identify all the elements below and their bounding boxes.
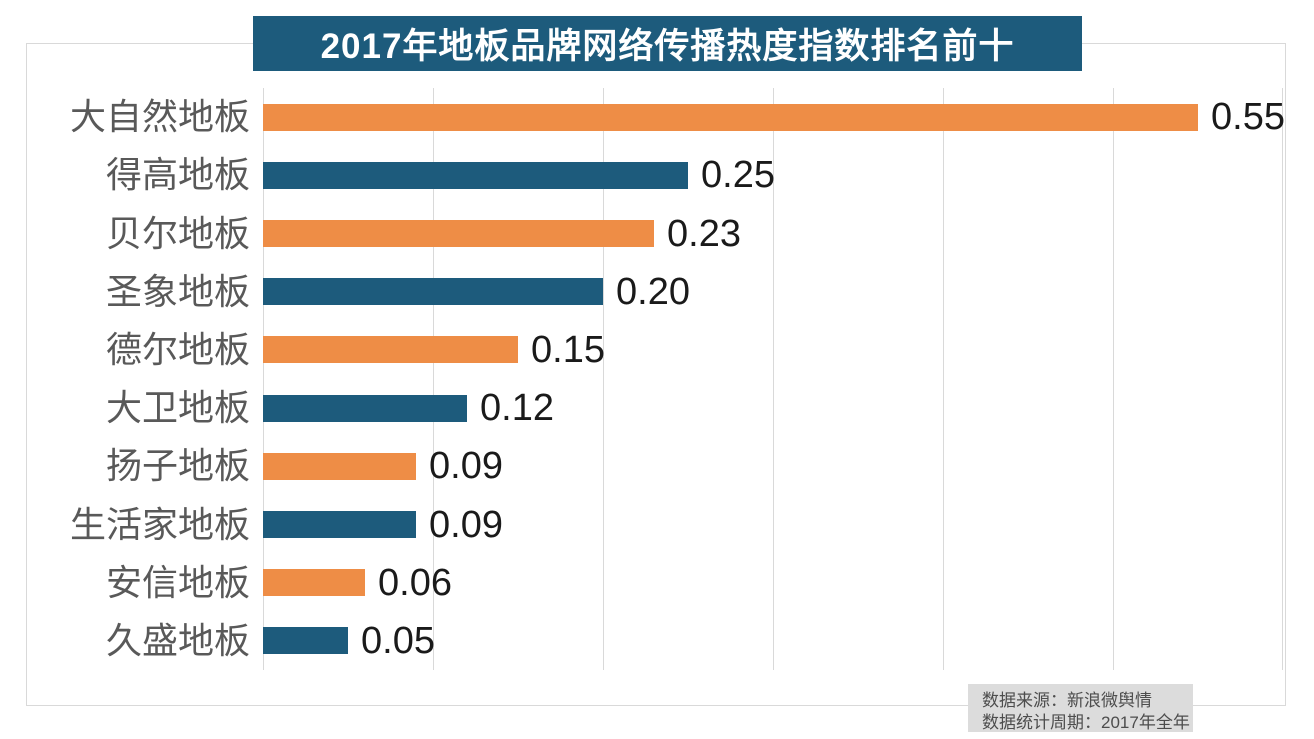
category-label: 安信地板 <box>105 561 250 603</box>
bar-value-label: 0.09 <box>429 445 503 488</box>
gridline <box>1282 88 1283 670</box>
bar-rows: 0.55 0.25 0.23 0.20 0.15 0.12 0.09 0.09 0.06 0.05 <box>263 88 1285 670</box>
source-note: 数据来源：新浪微舆情 数据统计周期：2017年全年 <box>968 684 1193 732</box>
bar-value-label: 0.23 <box>667 212 741 255</box>
bar <box>263 103 1198 131</box>
bar <box>263 161 688 189</box>
bar <box>263 627 348 655</box>
bar-row: 0.20 <box>263 263 1283 321</box>
gridline <box>773 88 774 670</box>
source-note-line1: 数据来源：新浪微舆情 <box>982 691 1152 710</box>
bar <box>263 278 603 306</box>
bar <box>263 511 416 539</box>
source-note-line2: 数据统计周期：2017年全年 <box>982 713 1190 733</box>
category-label: 得高地板 <box>105 154 250 196</box>
bar-row: 0.23 <box>263 204 1283 262</box>
bar <box>263 336 518 364</box>
plot-area: 0.55 0.25 0.23 0.20 0.15 0.12 0.09 0.09 0.06 0.05 <box>263 88 1285 670</box>
bar-value-label: 0.15 <box>531 328 605 371</box>
bar <box>263 394 467 422</box>
chart-frame <box>26 43 1286 706</box>
bar-value-label: 0.12 <box>480 387 554 430</box>
category-label: 大自然地板 <box>69 96 250 138</box>
bar-row: 0.05 <box>263 612 1283 670</box>
gridline <box>942 88 944 670</box>
gridline <box>263 88 264 670</box>
chart-title: 2017年地板品牌网络传播热度指数排名前十 <box>253 16 1082 71</box>
category-label: 大卫地板 <box>105 387 250 429</box>
bar-value-label: 0.55 <box>1211 96 1285 139</box>
bar-row: 0.06 <box>263 554 1283 612</box>
bar-row: 0.09 <box>263 437 1283 495</box>
category-label: 圣象地板 <box>105 270 250 312</box>
bar-row: 0.25 <box>263 146 1283 204</box>
gridline <box>602 88 604 670</box>
bar-row: 0.09 <box>263 495 1283 553</box>
bar-row: 0.12 <box>263 379 1283 437</box>
category-label: 德尔地板 <box>105 328 250 370</box>
bar <box>263 569 365 597</box>
bar-value-label: 0.25 <box>701 154 775 197</box>
bar-value-label: 0.05 <box>361 619 435 662</box>
bar <box>263 220 654 247</box>
category-label: 生活家地板 <box>69 503 250 545</box>
category-label: 久盛地板 <box>105 619 250 661</box>
category-label: 扬子地板 <box>105 445 250 487</box>
bar-row: 0.55 <box>263 88 1285 146</box>
gridline <box>1113 88 1114 670</box>
bar-row: 0.15 <box>263 321 1283 379</box>
category-label: 贝尔地板 <box>105 212 250 254</box>
category-axis: 大自然地板得高地板贝尔地板圣象地板德尔地板大卫地板扬子地板生活家地板安信地板久盛… <box>26 88 250 670</box>
bar-value-label: 0.09 <box>429 503 503 546</box>
gridline <box>432 88 434 670</box>
bar-value-label: 0.20 <box>616 270 690 313</box>
bar <box>263 452 416 480</box>
bar-value-label: 0.06 <box>378 561 452 604</box>
